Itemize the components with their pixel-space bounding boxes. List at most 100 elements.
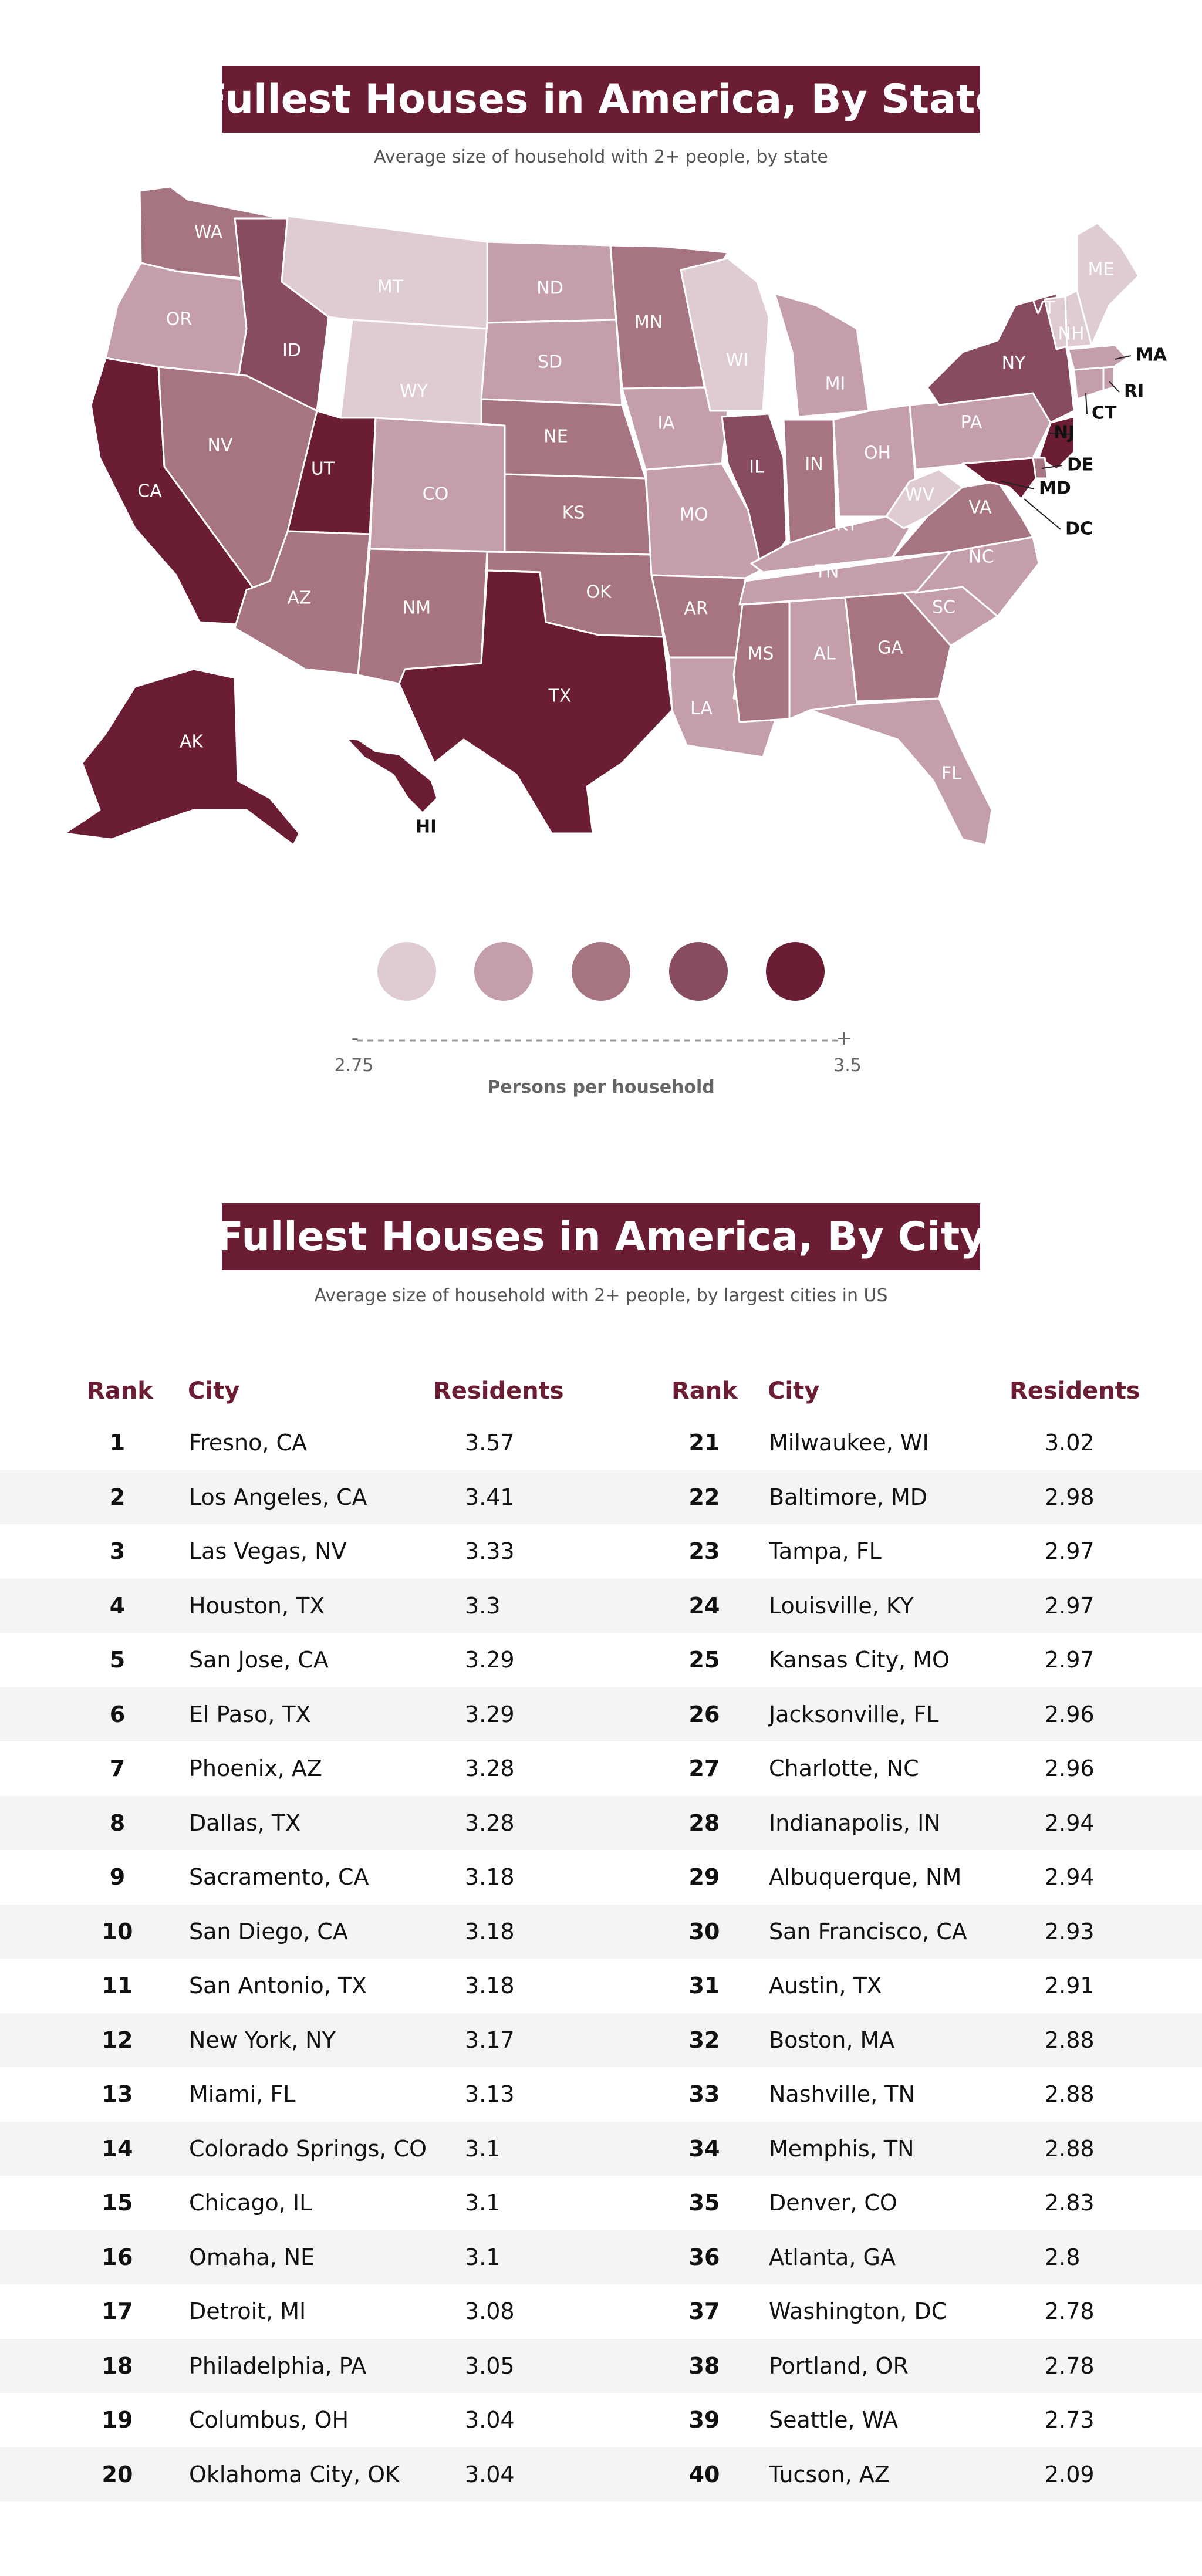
callout-line-MD xyxy=(1000,481,1035,489)
city-residents: 2.73 xyxy=(1045,2407,1095,2433)
city-name: Indianapolis, IN xyxy=(769,1809,941,1836)
city-residents: 3.18 xyxy=(465,1918,515,1944)
state-label-WI: WI xyxy=(726,350,749,371)
state-IN xyxy=(782,418,838,544)
city-rank: 14 xyxy=(102,2135,133,2162)
city-name: New York, NY xyxy=(189,2027,336,2053)
state-label-CA: CA xyxy=(137,481,162,502)
state-label-MS: MS xyxy=(748,644,774,664)
legend-swatch-3 xyxy=(572,942,630,1001)
city-residents: 3.13 xyxy=(465,2081,515,2108)
city-rank: 19 xyxy=(102,2407,133,2433)
city-residents: 2.91 xyxy=(1045,1973,1095,1999)
table-header: Rank City Residents Rank City Residents xyxy=(0,1370,1202,1412)
city-rank: 40 xyxy=(688,2461,720,2487)
table-row: 9 Sacramento, CA 3.18 29 Albuquerque, NM 2.94 xyxy=(0,1850,1202,1905)
state-label-MN: MN xyxy=(634,312,663,333)
table-row: 19 Columbus, OH 3.04 39 Seattle, WA 2.73 xyxy=(0,2393,1202,2447)
legend-axis-label: Persons per household xyxy=(487,1077,715,1098)
header-residents-right: Residents xyxy=(1009,1378,1140,1405)
state-AZ xyxy=(234,530,371,676)
city-rank: 1 xyxy=(109,1430,126,1456)
table-row: 2 Los Angeles, CA 3.41 22 Baltimore, MD 2.98 xyxy=(0,1470,1202,1524)
city-residents: 2.97 xyxy=(1045,1647,1095,1673)
legend-min-label: 2.75 xyxy=(335,1055,374,1076)
city-name: Milwaukee, WI xyxy=(769,1430,929,1456)
city-rank: 12 xyxy=(102,2027,133,2053)
state-label-RI: RI xyxy=(1124,381,1144,402)
city-residents: 2.78 xyxy=(1045,2352,1095,2379)
state-label-AZ: AZ xyxy=(287,588,311,609)
city-name: Louisville, KY xyxy=(769,1592,914,1619)
city-name: Philadelphia, PA xyxy=(189,2352,367,2379)
city-rank: 2 xyxy=(109,1484,126,1510)
city-rank: 9 xyxy=(109,1864,126,1890)
city-rank: 26 xyxy=(688,1701,720,1727)
city-rank: 30 xyxy=(688,1918,720,1944)
state-label-UT: UT xyxy=(311,459,335,480)
city-rank: 11 xyxy=(102,1973,133,1999)
city-rank: 35 xyxy=(688,2190,720,2216)
state-label-DC: DC xyxy=(1065,519,1093,539)
city-name: San Diego, CA xyxy=(189,1918,348,1944)
city-name: Columbus, OH xyxy=(189,2407,349,2433)
city-residents: 3.57 xyxy=(465,1430,515,1456)
city-name: San Antonio, TX xyxy=(189,1973,367,1999)
callout-line-DE xyxy=(1041,465,1063,469)
city-name: Jacksonville, FL xyxy=(769,1701,939,1727)
state-NJ xyxy=(1038,416,1075,471)
city-rank: 37 xyxy=(688,2298,720,2325)
city-residents: 3.3 xyxy=(465,1592,501,1619)
city-rank: 33 xyxy=(688,2081,720,2108)
city-rank: 17 xyxy=(102,2298,133,2325)
state-label-MT: MT xyxy=(377,277,404,298)
city-residents: 2.09 xyxy=(1045,2461,1095,2487)
table-row: 1 Fresno, CA 3.57 21 Milwaukee, WI 3.02 xyxy=(0,1416,1202,1470)
state-label-TX: TX xyxy=(548,686,572,707)
city-name: Atlanta, GA xyxy=(769,2244,896,2270)
state-label-VT: VT xyxy=(1032,298,1056,319)
city-rank: 21 xyxy=(688,1430,720,1456)
state-NY xyxy=(926,292,1075,424)
city-residents: 3.29 xyxy=(465,1647,515,1673)
city-name: Tucson, AZ xyxy=(769,2461,890,2487)
state-FL xyxy=(809,697,993,846)
city-name: Omaha, NE xyxy=(189,2244,315,2270)
state-ME xyxy=(1076,222,1140,346)
us-state-map: WA OR CA ID NV MT WY UT AZ CO NM ND SD NE KS OK TX MN IA MO… xyxy=(63,185,1167,846)
state-GA xyxy=(844,592,952,703)
city-rank: 27 xyxy=(688,1755,720,1782)
city-name: Austin, TX xyxy=(769,1973,882,1999)
city-name: Miami, FL xyxy=(189,2081,296,2108)
table-row: 13 Miami, FL 3.13 33 Nashville, TN 2.88 xyxy=(0,2067,1202,2122)
state-label-WA: WA xyxy=(194,222,223,243)
state-label-WY: WY xyxy=(400,381,428,402)
city-residents: 3.17 xyxy=(465,2027,515,2053)
state-label-FL: FL xyxy=(941,764,961,784)
state-MA xyxy=(1067,344,1128,371)
city-rank: 22 xyxy=(688,1484,720,1510)
state-label-MI: MI xyxy=(825,374,846,394)
state-label-KY: KY xyxy=(836,515,859,535)
city-rank: 25 xyxy=(688,1647,720,1673)
state-label-NJ: NJ xyxy=(1054,423,1075,443)
city-residents: 2.97 xyxy=(1045,1538,1095,1565)
city-residents: 3.33 xyxy=(465,1538,515,1565)
city-name: San Jose, CA xyxy=(189,1647,329,1673)
table-row: 16 Omaha, NE 3.1 36 Atlanta, GA 2.8 xyxy=(0,2230,1202,2284)
city-residents: 3.1 xyxy=(465,2244,501,2270)
state-AK xyxy=(63,668,300,846)
city-residents: 2.88 xyxy=(1045,2081,1095,2108)
city-rank: 3 xyxy=(109,1538,126,1565)
city-residents: 3.02 xyxy=(1045,1430,1095,1456)
state-label-KS: KS xyxy=(562,503,585,524)
city-name: Denver, CO xyxy=(769,2190,897,2216)
city-section-subtitle: Average size of household with 2+ people… xyxy=(314,1285,888,1306)
state-label-MO: MO xyxy=(679,505,708,525)
city-name: Colorado Springs, CO xyxy=(189,2135,427,2162)
city-name: Seattle, WA xyxy=(769,2407,899,2433)
city-rank: 23 xyxy=(688,1538,720,1565)
callout-line-RI xyxy=(1109,381,1120,393)
city-name: Charlotte, NC xyxy=(769,1755,919,1782)
city-rank: 31 xyxy=(688,1973,720,1999)
